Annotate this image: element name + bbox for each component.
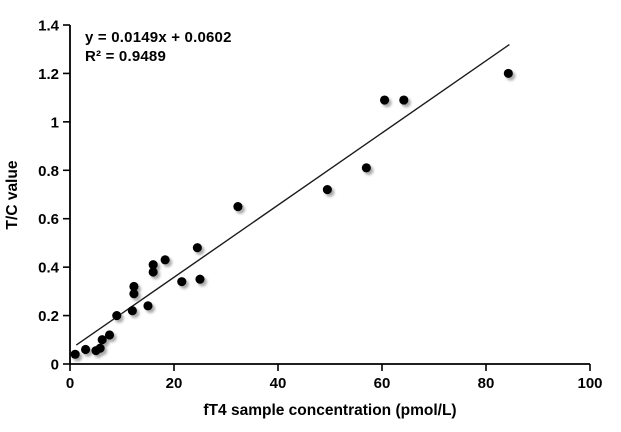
equation-label: y = 0.0149x + 0.0602: [85, 29, 232, 46]
data-point: [127, 306, 137, 316]
data-point: [97, 335, 107, 345]
data-point: [81, 344, 91, 355]
y-tick-label: 1: [51, 114, 59, 131]
data-point: [177, 277, 187, 287]
data-point: [95, 343, 105, 353]
x-tick-label: 0: [66, 375, 74, 392]
data-point: [70, 349, 80, 359]
data-point: [148, 267, 158, 277]
x-tick-label: 60: [374, 375, 391, 392]
data-point: [143, 301, 153, 311]
data-point: [112, 310, 122, 321]
y-tick-label: 1.2: [38, 66, 59, 83]
y-axis-title: T/C value: [4, 160, 21, 229]
data-point: [160, 255, 170, 265]
data-point: [361, 163, 371, 173]
x-axis-ticks: 0 20 40 60 80 100: [66, 364, 603, 392]
y-tick-label: 0: [51, 357, 59, 374]
x-axis-title: fT4 sample concentration (pmol/L): [203, 402, 456, 419]
trendline-group: [75, 43, 510, 346]
y-tick-label: 0.4: [38, 260, 60, 277]
y-tick-label: 0.8: [38, 163, 59, 180]
x-tick-label: 40: [270, 375, 287, 392]
y-tick-label: 1.4: [38, 18, 60, 35]
data-point: [233, 202, 243, 212]
y-tick-label: 0.6: [38, 211, 59, 228]
y-tick-label: 0.2: [38, 308, 59, 325]
data-point: [148, 260, 158, 270]
x-tick-label: 100: [577, 375, 602, 392]
data-point: [503, 68, 513, 79]
data-point: [129, 281, 139, 292]
data-point: [129, 289, 139, 299]
data-point: [399, 95, 409, 105]
data-point: [195, 274, 205, 284]
data-point: [104, 330, 115, 340]
x-tick-label: 80: [478, 375, 495, 392]
y-axis-ticks: 0 0.2 0.4 0.6 0.8 1 1.2 1.4: [38, 18, 70, 374]
data-point: [380, 95, 390, 105]
data-points-group: [70, 68, 513, 359]
data-point: [192, 243, 202, 253]
trendline: [75, 43, 510, 346]
r-squared-label: R² = 0.9489: [85, 48, 166, 65]
data-point: [322, 185, 332, 195]
x-tick-label: 20: [166, 375, 183, 392]
